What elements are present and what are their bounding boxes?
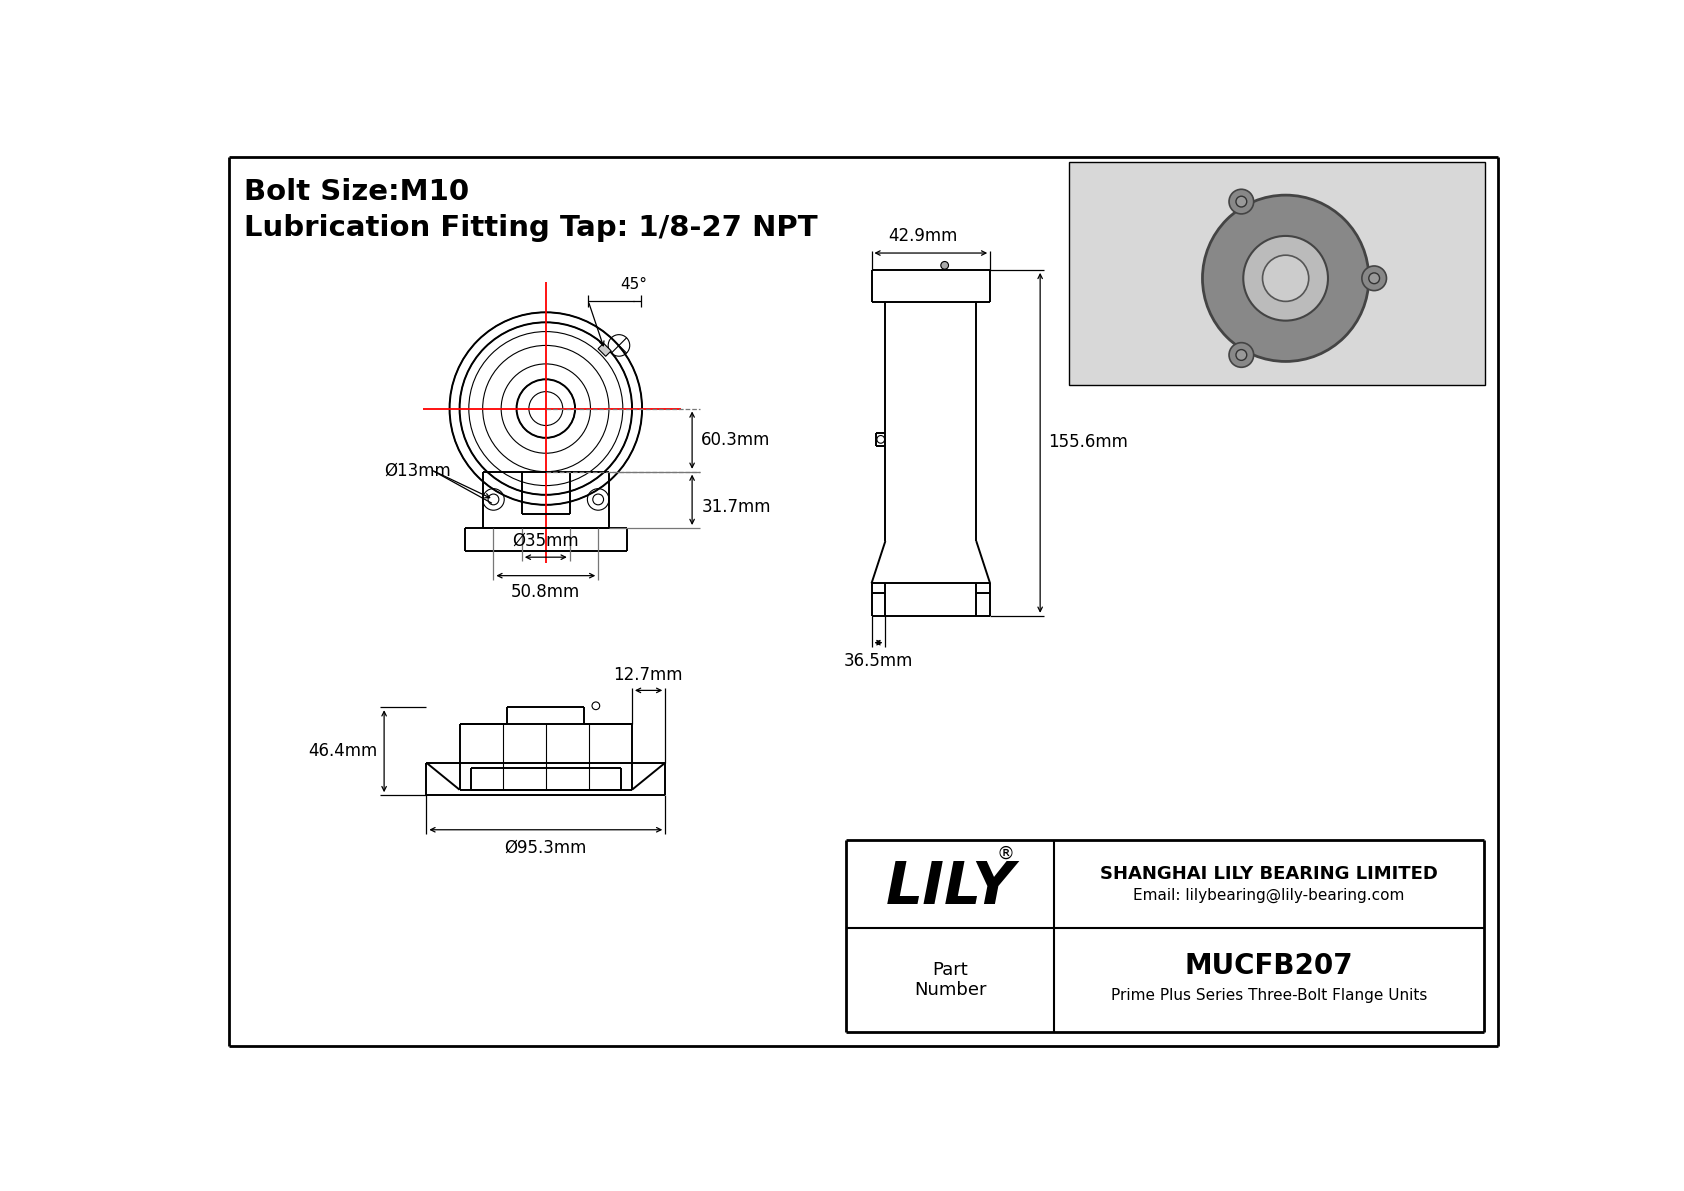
Circle shape — [941, 262, 948, 269]
Circle shape — [1229, 343, 1253, 367]
Circle shape — [1229, 189, 1253, 214]
Text: SHANGHAI LILY BEARING LIMITED: SHANGHAI LILY BEARING LIMITED — [1100, 866, 1438, 884]
Text: 42.9mm: 42.9mm — [889, 227, 958, 245]
Text: ®: ® — [997, 844, 1014, 862]
Text: Ø35mm: Ø35mm — [512, 531, 579, 549]
Text: LILY: LILY — [886, 859, 1015, 916]
Text: Ø95.3mm: Ø95.3mm — [505, 838, 588, 858]
Circle shape — [1236, 197, 1246, 207]
Text: Ø13mm: Ø13mm — [384, 461, 451, 479]
Bar — [598, 343, 611, 356]
Text: Prime Plus Series Three-Bolt Flange Units: Prime Plus Series Three-Bolt Flange Unit… — [1111, 987, 1426, 1003]
Text: Part
Number: Part Number — [914, 960, 987, 999]
Circle shape — [1362, 266, 1386, 291]
Text: 31.7mm: 31.7mm — [701, 498, 771, 516]
Text: 50.8mm: 50.8mm — [512, 584, 581, 601]
Text: 36.5mm: 36.5mm — [844, 651, 913, 669]
Circle shape — [1369, 273, 1379, 283]
Circle shape — [1236, 350, 1246, 361]
Text: MUCFB207: MUCFB207 — [1184, 952, 1354, 980]
Text: 155.6mm: 155.6mm — [1047, 434, 1128, 451]
Text: 12.7mm: 12.7mm — [613, 666, 684, 685]
Text: 60.3mm: 60.3mm — [701, 431, 771, 449]
Text: 46.4mm: 46.4mm — [308, 742, 377, 760]
Text: 45°: 45° — [620, 276, 648, 292]
Circle shape — [1263, 255, 1308, 301]
Bar — [1069, 162, 1485, 386]
Text: Lubrication Fitting Tap: 1/8-27 NPT: Lubrication Fitting Tap: 1/8-27 NPT — [244, 213, 818, 242]
Circle shape — [1243, 236, 1329, 320]
Circle shape — [1202, 195, 1369, 361]
Text: Bolt Size:M10: Bolt Size:M10 — [244, 177, 470, 206]
Text: Email: lilybearing@lily-bearing.com: Email: lilybearing@lily-bearing.com — [1133, 887, 1404, 903]
